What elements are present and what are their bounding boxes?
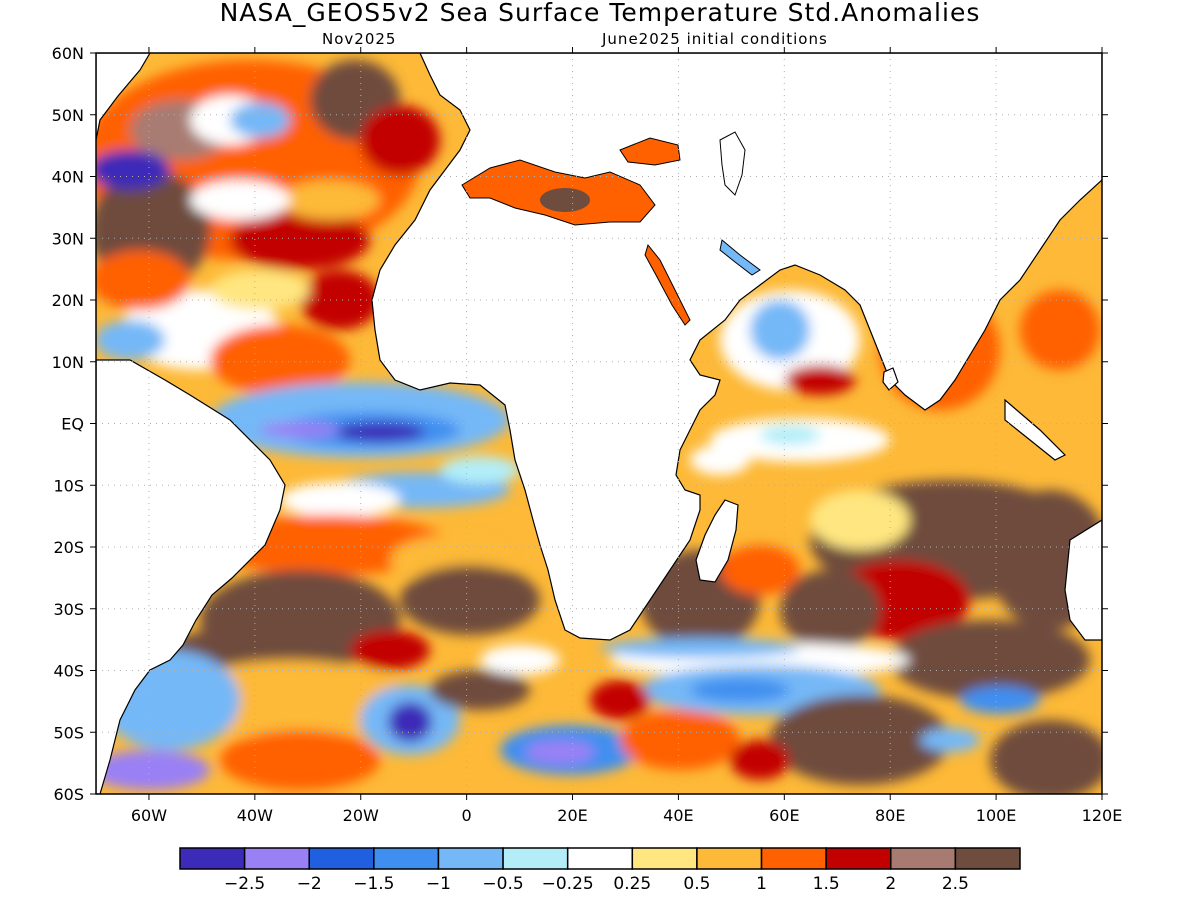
- lon-label: 120E: [1082, 806, 1123, 825]
- land-sri-lanka: [882, 367, 899, 391]
- lat-label: 20S: [53, 538, 84, 557]
- colorbar-swatch: [631, 847, 698, 870]
- lon-label: 20W: [343, 806, 379, 825]
- lat-label: 10S: [53, 476, 84, 495]
- colorbar-swatch: [954, 847, 1021, 870]
- colorbar-swatch: [243, 847, 310, 870]
- land-australia: [1064, 519, 1102, 641]
- colorbar-label: 2.5: [942, 874, 969, 894]
- colorbar-label: 0.5: [683, 874, 710, 894]
- caspian-sea: [719, 131, 746, 196]
- lon-label: 40W: [237, 806, 273, 825]
- land-madagascar: [695, 499, 739, 583]
- lon-label: 80E: [875, 806, 905, 825]
- lat-label: 50S: [53, 723, 84, 742]
- med-anomaly-dark: [540, 188, 590, 212]
- axis-ticks: [90, 47, 1108, 800]
- land-indonesia: [1004, 398, 1067, 461]
- colorbar: [179, 847, 1021, 870]
- lat-label: 30S: [53, 600, 84, 619]
- land-north-america: [96, 53, 151, 141]
- colorbar-label: 1: [756, 874, 767, 894]
- lat-label: 60N: [52, 44, 84, 63]
- lon-label: 60E: [769, 806, 799, 825]
- lat-label: 40N: [52, 168, 84, 187]
- colorbar-swatch: [566, 847, 634, 870]
- lat-label: 30N: [52, 229, 84, 248]
- longitude-axis: 60W 40W 20W 0 20E 40E 60E 80E 100E 120E: [131, 806, 1122, 825]
- lon-label: 60W: [131, 806, 167, 825]
- colorbar-swatch: [179, 847, 246, 870]
- black-sea: [619, 137, 681, 166]
- lat-label: EQ: [61, 415, 84, 434]
- colorbar-label: −1.5: [353, 874, 394, 894]
- lat-label: 40S: [53, 662, 84, 681]
- colorbar-label: 2: [885, 874, 896, 894]
- lat-label: 50N: [52, 106, 84, 125]
- colorbar-swatch: [437, 847, 504, 870]
- colorbar-label: 1.5: [813, 874, 840, 894]
- land-south-america: [96, 359, 286, 794]
- colorbar-label: −1: [426, 874, 451, 894]
- colorbar-label: 0.25: [613, 874, 651, 894]
- colorbar-swatch: [825, 847, 892, 870]
- lat-label: 60S: [53, 785, 84, 804]
- initial-conditions-label: June2025 initial conditions: [602, 30, 828, 48]
- colorbar-labels: −2.5 −2 −1.5 −1 −0.5 −0.25 0.25 0.5 1 1.5 2 2.5: [224, 874, 969, 894]
- lon-label: 100E: [976, 806, 1017, 825]
- map-title: NASA_GEOS5v2 Sea Surface Temperature Std…: [219, 0, 981, 27]
- colorbar-label: −0.5: [482, 874, 523, 894]
- colorbar-swatch: [890, 847, 957, 870]
- lon-label: 40E: [663, 806, 693, 825]
- persian-gulf: [719, 239, 761, 276]
- colorbar-swatch: [502, 847, 569, 870]
- colorbar-label: −2.5: [224, 874, 265, 894]
- latitude-axis: 60N 50N 40N 30N 20N 10N EQ 10S 20S 30S 40S 50S 60S: [52, 44, 84, 804]
- colorbar-label: −2: [297, 874, 322, 894]
- colorbar-swatch: [760, 847, 827, 870]
- lat-label: 20N: [52, 291, 84, 310]
- colorbar-swatch: [308, 847, 375, 870]
- lon-label: 0: [462, 806, 472, 825]
- colorbar-label: −0.25: [542, 874, 594, 894]
- lat-label: 10N: [52, 353, 84, 372]
- colorbar-swatch: [696, 847, 763, 870]
- colorbar-swatch: [373, 847, 440, 870]
- lon-label: 20E: [557, 806, 587, 825]
- forecast-month: Nov2025: [322, 30, 397, 48]
